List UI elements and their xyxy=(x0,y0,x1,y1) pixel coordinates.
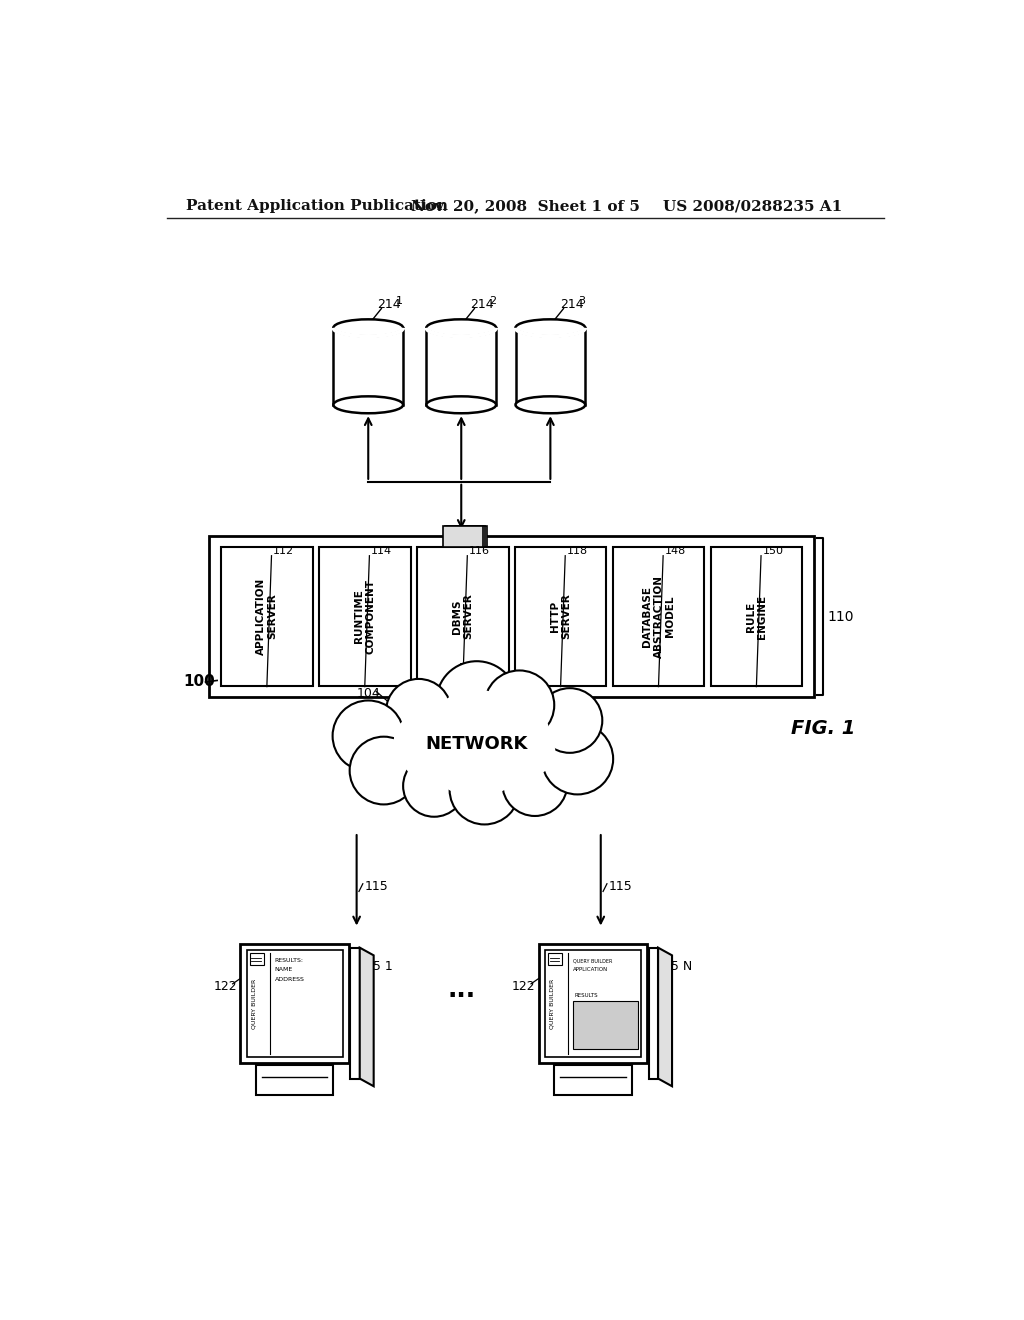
Text: DBMS
SERVER: DBMS SERVER xyxy=(452,594,473,639)
Bar xyxy=(515,327,586,405)
Text: 3: 3 xyxy=(579,296,586,306)
Text: 105 N: 105 N xyxy=(655,961,692,973)
Text: 118: 118 xyxy=(566,546,588,556)
Bar xyxy=(539,944,647,1063)
Circle shape xyxy=(459,747,504,792)
Text: 150: 150 xyxy=(763,546,783,556)
Ellipse shape xyxy=(426,396,496,413)
Circle shape xyxy=(436,661,517,742)
Circle shape xyxy=(433,747,473,787)
Text: 110: 110 xyxy=(827,610,854,623)
Text: Patent Application Publication: Patent Application Publication xyxy=(186,199,449,213)
Text: 115: 115 xyxy=(608,879,632,892)
Bar xyxy=(417,548,509,686)
Text: 114: 114 xyxy=(371,546,392,556)
Text: 214: 214 xyxy=(378,298,401,312)
Circle shape xyxy=(538,688,602,752)
Text: ADDRESS: ADDRESS xyxy=(274,977,304,982)
Bar xyxy=(447,525,487,548)
Circle shape xyxy=(542,723,613,795)
Circle shape xyxy=(503,751,567,816)
Text: 148: 148 xyxy=(665,546,686,556)
Circle shape xyxy=(477,700,523,744)
Text: 105 1: 105 1 xyxy=(356,961,392,973)
Text: FIG. 1: FIG. 1 xyxy=(791,718,855,738)
Text: RESULTS:: RESULTS: xyxy=(274,958,303,964)
Circle shape xyxy=(394,717,440,763)
Circle shape xyxy=(403,737,447,780)
Text: RULE
ENGINE: RULE ENGINE xyxy=(745,594,767,639)
Ellipse shape xyxy=(426,319,496,337)
Text: QUERY BUILDER: QUERY BUILDER xyxy=(550,978,555,1028)
Bar xyxy=(221,548,312,686)
Text: 112: 112 xyxy=(273,546,294,556)
Text: 122: 122 xyxy=(213,979,237,993)
Bar xyxy=(572,1001,638,1049)
Polygon shape xyxy=(359,948,374,1086)
Bar xyxy=(515,548,606,686)
Circle shape xyxy=(349,737,418,804)
Bar xyxy=(548,953,562,965)
Text: NETWORK: NETWORK xyxy=(426,735,528,752)
Text: 1: 1 xyxy=(396,296,403,306)
Text: RESULTS: RESULTS xyxy=(574,993,598,998)
Text: 100: 100 xyxy=(183,675,215,689)
Text: APPLICATION
SERVER: APPLICATION SERVER xyxy=(256,578,278,655)
Text: ...: ... xyxy=(447,978,475,1002)
Text: Nov. 20, 2008  Sheet 1 of 5: Nov. 20, 2008 Sheet 1 of 5 xyxy=(411,199,640,213)
Ellipse shape xyxy=(334,396,403,413)
Bar xyxy=(426,327,496,405)
Text: 214: 214 xyxy=(560,298,584,312)
Circle shape xyxy=(450,755,519,825)
Ellipse shape xyxy=(334,319,403,337)
Text: 2: 2 xyxy=(489,296,497,306)
Bar xyxy=(711,548,802,686)
Text: DATABASE
ABSTRACTION
MODEL: DATABASE ABSTRACTION MODEL xyxy=(642,576,675,659)
Text: APPLICATION: APPLICATION xyxy=(572,968,608,973)
Polygon shape xyxy=(350,948,359,1078)
Text: US 2008/0288235 A1: US 2008/0288235 A1 xyxy=(663,199,842,213)
Circle shape xyxy=(403,755,465,817)
Bar xyxy=(256,1065,334,1096)
Bar xyxy=(444,525,485,548)
Text: 122: 122 xyxy=(512,979,536,993)
Circle shape xyxy=(451,694,503,746)
Text: 116: 116 xyxy=(469,546,489,556)
Bar xyxy=(241,944,349,1063)
Circle shape xyxy=(424,705,466,747)
Bar xyxy=(247,950,343,1057)
Text: 214: 214 xyxy=(471,298,495,312)
Circle shape xyxy=(423,690,531,797)
Text: HTTP
SERVER: HTTP SERVER xyxy=(550,594,571,639)
Ellipse shape xyxy=(515,319,586,337)
Polygon shape xyxy=(649,948,658,1078)
Circle shape xyxy=(386,678,452,743)
Bar xyxy=(209,536,814,697)
Bar xyxy=(334,327,403,405)
Ellipse shape xyxy=(515,396,586,413)
Bar xyxy=(545,950,641,1057)
Circle shape xyxy=(484,671,554,739)
Bar xyxy=(318,548,411,686)
Text: 115: 115 xyxy=(365,879,388,892)
Bar xyxy=(612,548,705,686)
Circle shape xyxy=(509,729,555,775)
Text: 104: 104 xyxy=(356,686,380,700)
Bar xyxy=(442,525,483,548)
Text: QUERY BUILDER: QUERY BUILDER xyxy=(251,978,256,1028)
Text: QUERY BUILDER: QUERY BUILDER xyxy=(572,958,612,964)
Bar xyxy=(250,953,263,965)
Circle shape xyxy=(507,710,549,752)
Polygon shape xyxy=(658,948,672,1086)
Text: NAME: NAME xyxy=(274,968,293,973)
Text: RUNTIME
COMPONENT: RUNTIME COMPONENT xyxy=(354,579,376,653)
Circle shape xyxy=(333,701,403,771)
Circle shape xyxy=(487,744,529,787)
Bar xyxy=(554,1065,632,1096)
